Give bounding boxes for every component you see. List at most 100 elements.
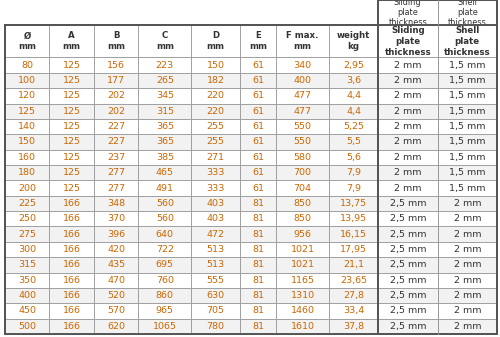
Text: 2,5 mm: 2,5 mm [390, 229, 426, 239]
Text: 166: 166 [62, 276, 80, 285]
Text: 220: 220 [206, 91, 224, 100]
Text: 61: 61 [252, 91, 264, 100]
Text: 400: 400 [18, 291, 36, 300]
Text: 491: 491 [156, 184, 174, 192]
Text: 182: 182 [206, 76, 224, 85]
Text: 580: 580 [294, 153, 312, 162]
Bar [378, 303, 438, 319]
Text: 180: 180 [18, 168, 36, 177]
Text: 5,5: 5,5 [346, 137, 361, 147]
Text: 200: 200 [18, 184, 36, 192]
Bar [438, 88, 497, 103]
Text: Shell
plate
thickness: Shell plate thickness [448, 0, 486, 27]
Bar [276, 25, 329, 58]
Text: 255: 255 [206, 137, 224, 147]
Bar [329, 134, 378, 150]
Text: 435: 435 [107, 261, 125, 269]
Bar [276, 226, 329, 242]
Bar [138, 58, 191, 73]
Text: 80: 80 [21, 61, 33, 70]
Text: 81: 81 [252, 291, 264, 300]
Text: 277: 277 [107, 168, 125, 177]
Bar [50, 226, 94, 242]
Bar [276, 88, 329, 103]
Text: 125: 125 [62, 107, 80, 116]
Bar [191, 211, 240, 226]
Bar [191, 134, 240, 150]
Bar [50, 211, 94, 226]
Bar [94, 303, 138, 319]
Bar [94, 273, 138, 288]
Text: 2 mm: 2 mm [454, 276, 481, 285]
Text: 1065: 1065 [153, 322, 177, 331]
Text: 225: 225 [18, 199, 36, 208]
Text: 2,5 mm: 2,5 mm [390, 214, 426, 223]
Bar [378, 273, 438, 288]
Bar [50, 180, 94, 196]
Text: 2 mm: 2 mm [454, 229, 481, 239]
Text: 81: 81 [252, 276, 264, 285]
Text: 700: 700 [294, 168, 312, 177]
Text: 81: 81 [252, 322, 264, 331]
Bar [329, 88, 378, 103]
Text: 166: 166 [62, 322, 80, 331]
Bar [94, 58, 138, 73]
Bar [5, 88, 50, 103]
Bar [438, 273, 497, 288]
Text: 4,4: 4,4 [346, 107, 361, 116]
Bar [138, 211, 191, 226]
Bar [240, 134, 277, 150]
Text: 4,4: 4,4 [346, 91, 361, 100]
Bar [94, 25, 138, 58]
Bar [378, 25, 438, 58]
Bar [438, 25, 497, 58]
Text: 2 mm: 2 mm [394, 153, 421, 162]
Bar [438, 165, 497, 180]
Text: 177: 177 [107, 76, 125, 85]
Text: 300: 300 [18, 245, 36, 254]
Text: 2 mm: 2 mm [454, 306, 481, 315]
Text: 7,9: 7,9 [346, 184, 361, 192]
Bar [138, 180, 191, 196]
Text: 166: 166 [62, 261, 80, 269]
Text: 1,5 mm: 1,5 mm [449, 61, 486, 70]
Bar [378, 58, 438, 73]
Bar [138, 196, 191, 211]
Bar [191, 165, 240, 180]
Bar [329, 150, 378, 165]
Bar [378, 0, 438, 25]
Text: 640: 640 [156, 229, 174, 239]
Bar [50, 242, 94, 257]
Bar [138, 119, 191, 134]
Bar [138, 134, 191, 150]
Text: 2 mm: 2 mm [394, 107, 421, 116]
Bar [276, 180, 329, 196]
Bar [50, 134, 94, 150]
Text: 1,5 mm: 1,5 mm [449, 76, 486, 85]
Bar [329, 211, 378, 226]
Bar [329, 257, 378, 273]
Bar [5, 73, 50, 88]
Bar [5, 226, 50, 242]
Bar [378, 319, 438, 334]
Text: 333: 333 [206, 168, 225, 177]
Text: 1610: 1610 [290, 322, 314, 331]
Bar [438, 150, 497, 165]
Bar [50, 196, 94, 211]
Bar [50, 58, 94, 73]
Text: 348: 348 [107, 199, 125, 208]
Text: 2,5 mm: 2,5 mm [390, 261, 426, 269]
Text: 315: 315 [18, 261, 36, 269]
Text: 21,1: 21,1 [343, 261, 364, 269]
Bar [191, 103, 240, 119]
Text: 513: 513 [206, 245, 225, 254]
Text: 265: 265 [156, 76, 174, 85]
Text: 125: 125 [62, 76, 80, 85]
Bar [138, 242, 191, 257]
Bar [240, 58, 277, 73]
Bar [378, 257, 438, 273]
Bar [276, 319, 329, 334]
Text: 2 mm: 2 mm [394, 168, 421, 177]
Bar [276, 303, 329, 319]
Text: 695: 695 [156, 261, 174, 269]
